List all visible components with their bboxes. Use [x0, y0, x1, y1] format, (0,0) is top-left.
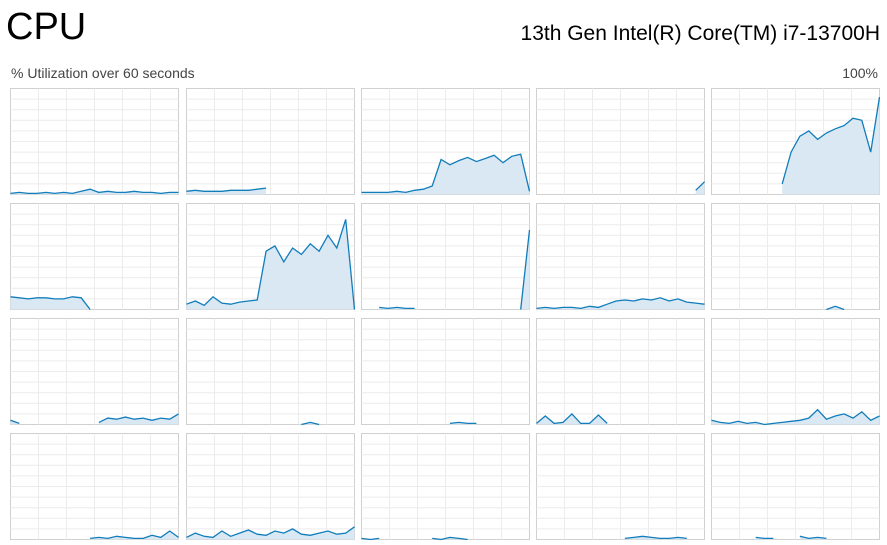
utilization-line — [186, 526, 355, 539]
utilization-line — [432, 536, 468, 541]
utilization-area — [711, 409, 880, 425]
utilization-area — [799, 536, 827, 540]
utilization-line — [536, 297, 705, 310]
utilization-line — [361, 537, 380, 541]
utilization-area — [536, 297, 705, 310]
utilization-line — [90, 530, 179, 540]
utilization-line — [10, 188, 179, 195]
utilization-line — [98, 413, 179, 423]
utilization-line — [10, 296, 91, 310]
utilization-line — [711, 408, 880, 426]
utilization-line — [799, 535, 827, 540]
utilization-area — [536, 413, 608, 425]
utilization-area — [826, 306, 845, 310]
utilization-line — [826, 305, 845, 311]
utilization-line — [379, 306, 415, 310]
utilization-area — [361, 154, 530, 195]
utilization-area — [10, 296, 91, 310]
page-title: CPU — [6, 6, 87, 48]
utilization-line — [624, 535, 687, 540]
utilization-area — [695, 181, 705, 195]
graph-caption: % Utilization over 60 seconds — [11, 65, 195, 81]
utilization-line — [361, 153, 531, 194]
utilization-line — [186, 187, 267, 192]
utilization-area — [782, 97, 880, 195]
utilization-line — [781, 96, 881, 185]
utilization-line — [695, 181, 705, 191]
utilization-line — [186, 219, 356, 310]
utilization-line — [449, 421, 477, 425]
graph-max-label: 100% — [842, 65, 878, 81]
utilization-line — [755, 536, 774, 540]
utilization-line — [10, 419, 20, 425]
utilization-area — [186, 219, 355, 310]
processor-name: 13th Gen Intel(R) Core(TM) i7-13700H — [520, 22, 880, 45]
utilization-line — [520, 229, 531, 310]
utilization-line — [536, 412, 608, 425]
utilization-line — [301, 421, 320, 426]
